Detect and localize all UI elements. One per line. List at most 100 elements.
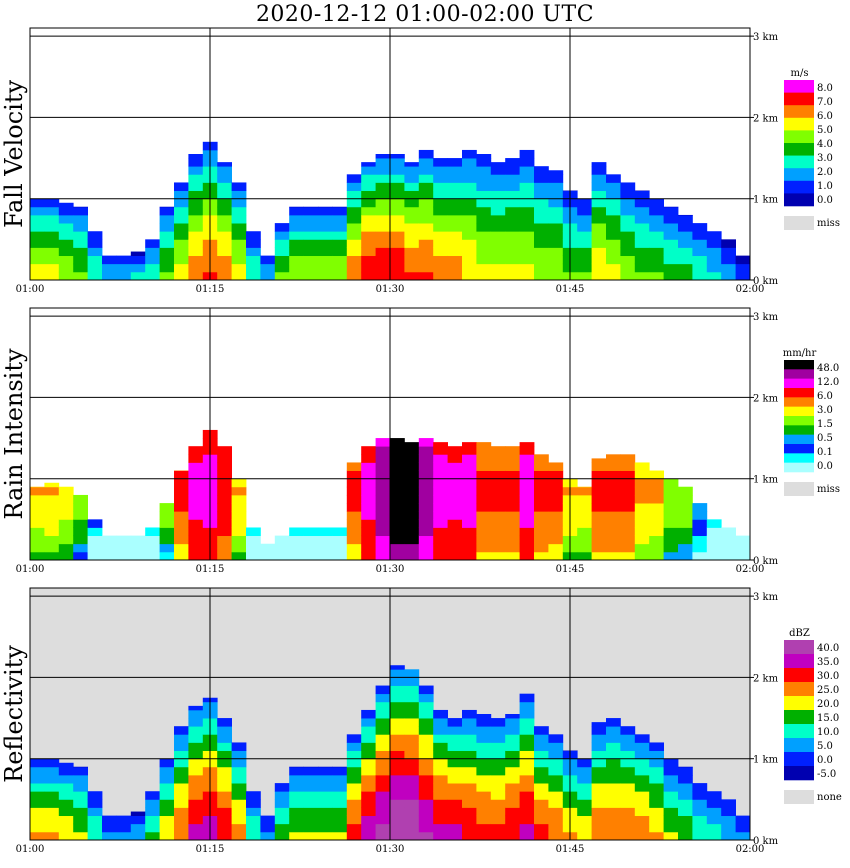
heatmap-cell — [577, 223, 592, 232]
legend-swatch — [784, 425, 814, 435]
legend-label: 0.0 — [817, 755, 833, 766]
heatmap-cell — [447, 774, 463, 784]
heatmap-cell — [721, 247, 736, 257]
heatmap-cell — [260, 823, 276, 833]
heatmap-cell — [462, 231, 477, 240]
heatmap-cell — [678, 214, 693, 224]
heatmap-cell — [58, 231, 74, 240]
heatmap-cell — [649, 831, 664, 841]
heatmap-cell — [649, 486, 664, 496]
heatmap-cell — [332, 551, 348, 561]
heatmap-cell — [375, 685, 391, 695]
heatmap-cell — [490, 799, 506, 808]
heatmap-cell — [375, 231, 391, 240]
heatmap-cell — [634, 239, 650, 248]
heatmap-cell — [663, 478, 679, 488]
heatmap-cell — [606, 486, 621, 496]
heatmap-cell — [433, 535, 448, 545]
heatmap-cell — [404, 182, 420, 191]
heatmap-cell — [505, 470, 520, 480]
heatmap-cell — [462, 470, 477, 480]
heatmap-cell — [73, 503, 88, 512]
heatmap-cell — [332, 263, 348, 273]
heatmap-cell — [620, 815, 636, 825]
heatmap-cell — [620, 758, 636, 768]
heatmap-cell — [217, 174, 232, 183]
heatmap-cell — [548, 799, 564, 808]
legend-label: 1.0 — [817, 181, 833, 192]
heatmap-cell — [73, 511, 88, 520]
heatmap-cell — [260, 815, 276, 825]
heatmap-cell — [490, 734, 506, 743]
heatmap-cell — [73, 214, 88, 224]
heatmap-cell — [634, 543, 650, 553]
heatmap-cell — [231, 758, 247, 768]
heatmap-cell — [490, 766, 506, 776]
heatmap-cell — [534, 783, 549, 792]
heatmap-cell — [591, 758, 607, 768]
heatmap-cell — [678, 247, 693, 257]
heatmap-cell — [375, 791, 391, 800]
heatmap-cell — [188, 831, 204, 841]
heatmap-cell — [591, 791, 607, 800]
heatmap-cell — [58, 214, 74, 224]
heatmap-cell — [721, 255, 736, 265]
heatmap-cell — [519, 535, 535, 545]
heatmap-cell — [44, 831, 60, 841]
heatmap-cell — [30, 263, 45, 273]
heatmap-cell — [462, 726, 477, 735]
heatmap-cell — [332, 271, 348, 281]
heatmap-cell — [390, 263, 405, 273]
heatmap-cell — [375, 198, 391, 208]
heatmap-cell — [30, 206, 45, 216]
heatmap-cell — [174, 511, 189, 520]
heatmap-cell — [418, 255, 434, 265]
heatmap-cell — [361, 791, 376, 800]
heatmap-cell — [634, 511, 650, 520]
heatmap-cell — [116, 263, 132, 273]
heatmap-cell — [174, 519, 189, 528]
heatmap-cell — [591, 783, 607, 792]
heatmap-cell — [318, 535, 333, 545]
heatmap-cell — [318, 551, 333, 561]
heatmap-cell — [44, 231, 60, 240]
legend-swatch — [784, 434, 814, 445]
heatmap-cell — [692, 799, 708, 808]
heatmap-cell — [390, 693, 405, 703]
heatmap-cell — [217, 214, 232, 224]
heatmap-cell — [663, 486, 679, 496]
heatmap-cell — [678, 815, 693, 825]
heatmap-cell — [58, 543, 74, 553]
heatmap-cell — [476, 446, 492, 455]
heatmap-cell — [188, 734, 204, 743]
heatmap-cell — [447, 726, 463, 735]
heatmap-cell — [346, 551, 362, 561]
heatmap-cell — [519, 494, 535, 504]
heatmap-cell — [606, 766, 621, 776]
heatmap-cell — [418, 831, 434, 841]
heatmap-cell — [390, 271, 405, 281]
heatmap-cell — [534, 551, 549, 561]
heatmap-cell — [390, 677, 405, 686]
heatmap-cell — [418, 543, 434, 553]
heatmap-cell — [346, 494, 362, 504]
heatmap-cell — [361, 503, 376, 512]
heatmap-cell — [519, 263, 535, 273]
heatmap-cell — [447, 791, 463, 800]
heatmap-cell — [174, 263, 189, 273]
heatmap-cell — [548, 231, 564, 240]
heatmap-cell — [433, 478, 448, 488]
heatmap-cell — [692, 791, 708, 800]
heatmap-cell — [476, 154, 492, 159]
heatmap-cell — [130, 535, 146, 545]
heatmap-cell — [634, 271, 650, 281]
heatmap-cell — [289, 799, 304, 808]
heatmap-cell — [548, 543, 564, 553]
heatmap-cell — [418, 454, 434, 463]
heatmap-cell — [548, 494, 564, 504]
heatmap-cell — [577, 263, 592, 273]
heatmap-cell — [534, 486, 549, 496]
heatmap-cell — [361, 478, 376, 488]
heatmap-cell — [433, 527, 448, 537]
heatmap-cell — [116, 831, 132, 841]
